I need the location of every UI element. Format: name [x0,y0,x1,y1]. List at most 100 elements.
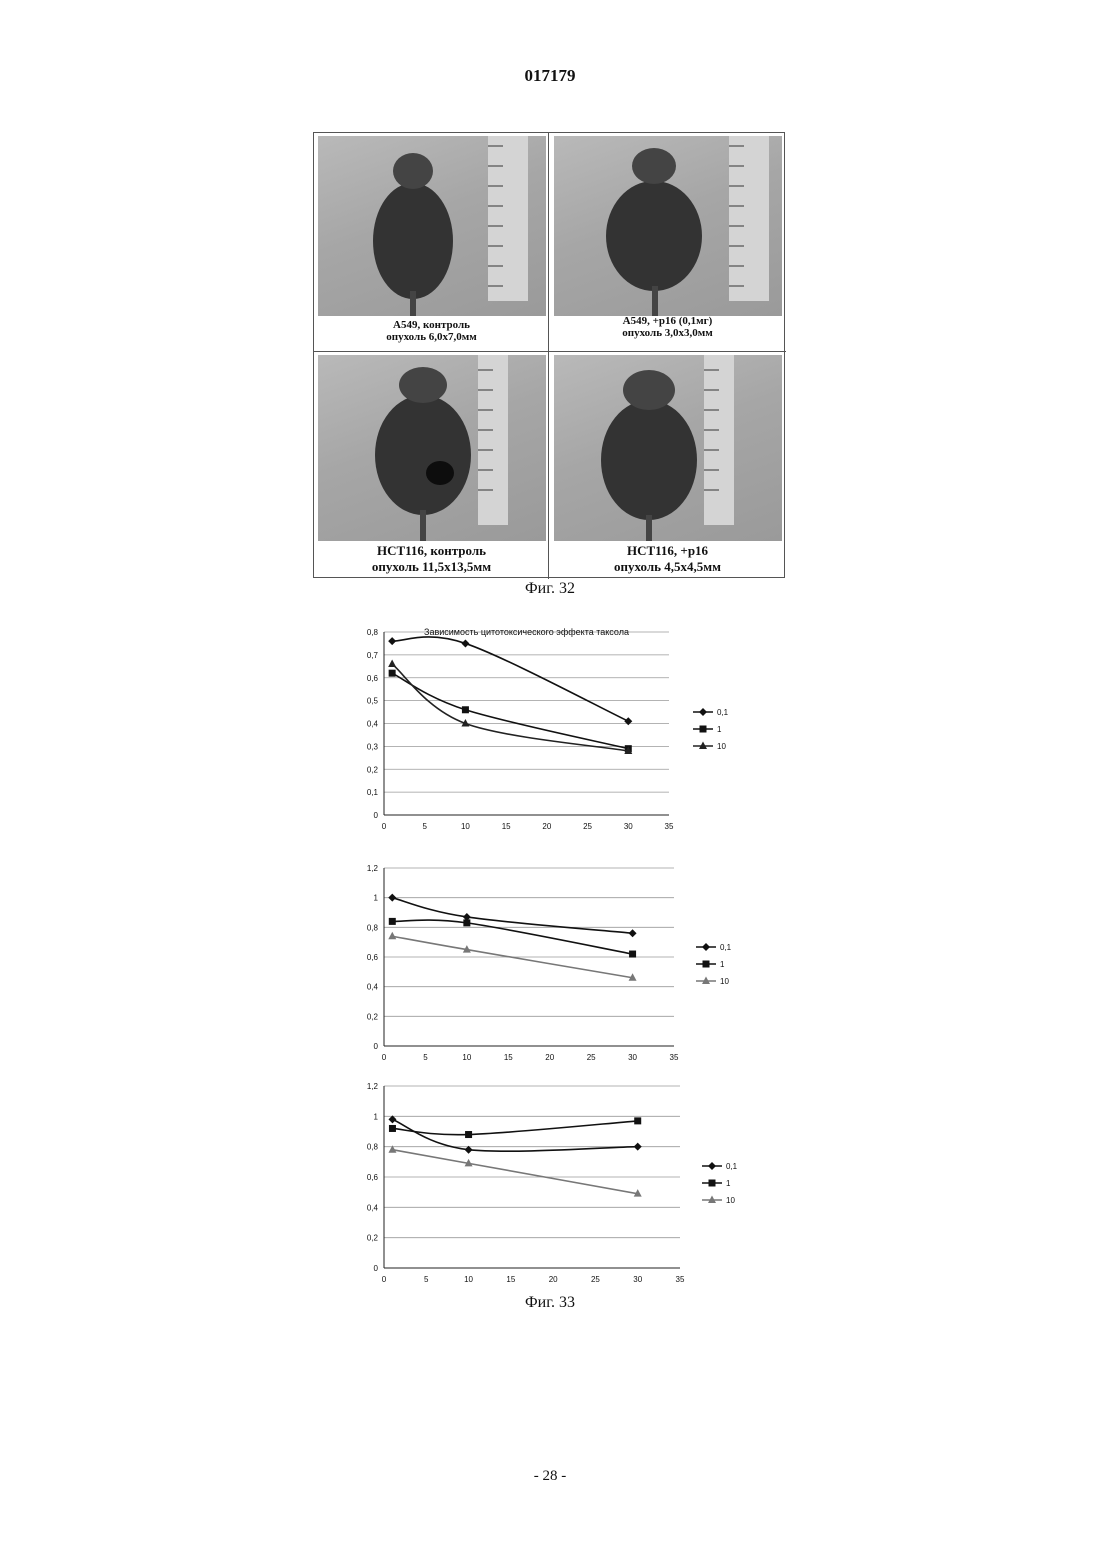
y-tick-label: 0,7 [367,651,379,660]
legend-marker [708,1162,716,1170]
x-tick-label: 20 [545,1053,554,1062]
panel-caption-line1: А549, +p16 (0,1мг) [550,315,785,327]
x-tick-label: 35 [665,822,674,831]
legend-marker [709,1180,716,1187]
panel-a549-p16: А549, +p16 (0,1мг) опухоль 3,0х3,0мм [550,133,785,351]
legend-marker [700,726,707,733]
legend-label: 1 [717,725,722,734]
y-tick-label: 0,8 [367,923,379,932]
legend-label: 1 [720,960,725,969]
legend-entry: 10 [702,1196,735,1206]
y-tick-label: 0,2 [367,765,379,774]
series-10 [388,932,636,981]
x-tick-label: 25 [583,822,592,831]
data-point [465,1131,472,1138]
y-tick-label: 1 [374,1112,379,1121]
series-1 [389,1117,641,1138]
x-tick-label: 15 [504,1053,513,1062]
y-tick-label: 0 [374,811,379,820]
legend-entry: 1 [696,960,725,969]
mouse-photo [554,355,782,541]
data-point [388,932,396,940]
panel-caption-line2: опухоль 6,0х7,0мм [314,331,549,343]
legend-entry: 1 [693,725,722,734]
legend-label: 0,1 [720,943,732,952]
y-tick-label: 1,2 [367,864,379,873]
y-tick-label: 0,6 [367,674,379,683]
y-tick-label: 0,8 [367,1143,379,1152]
panel-caption-line1: HCT116, +p16 [550,543,785,558]
x-tick-label: 5 [424,1275,429,1284]
x-tick-label: 10 [462,1053,471,1062]
data-point [629,951,636,958]
x-tick-label: 0 [382,1275,387,1284]
data-point [629,929,637,937]
page-footer-number: - 28 - [0,1468,1100,1485]
x-tick-label: 15 [502,822,511,831]
x-tick-label: 5 [423,1053,428,1062]
data-point [389,670,396,677]
series-line [392,664,628,751]
legend-entry: 1 [702,1179,731,1188]
legend-entry: 0,1 [693,708,729,717]
y-tick-label: 0,8 [367,628,379,637]
y-tick-label: 0,2 [367,1234,379,1243]
legend-label: 10 [726,1196,735,1205]
panel-caption-line1: А549, контроль [314,319,549,331]
data-point [462,706,469,713]
data-point [388,660,396,668]
x-tick-label: 10 [464,1275,473,1284]
legend-label: 1 [726,1179,731,1188]
series-1 [389,670,632,752]
x-tick-label: 30 [628,1053,637,1062]
x-tick-label: 0 [382,822,387,831]
x-tick-label: 30 [624,822,633,831]
x-tick-label: 35 [670,1053,679,1062]
legend-entry: 0,1 [702,1162,738,1171]
data-point [463,919,470,926]
legend-marker [699,708,707,716]
panel-caption-line2: опухоль 4,5х4,5мм [550,559,785,574]
series-0,1 [388,1115,641,1153]
mouse-photo [318,136,546,316]
panel-hct116-control: HCT116, контроль опухоль 11,5х13,5мм [314,352,549,579]
y-tick-label: 1 [374,894,379,903]
legend-marker [703,961,710,968]
figure-32-caption: Фиг. 32 [0,580,1100,598]
data-point [461,639,469,647]
legend-entry: 0,1 [696,943,732,952]
data-point [388,637,396,645]
x-tick-label: 25 [591,1275,600,1284]
figure-33-caption: Фиг. 33 [0,1294,1100,1312]
data-point [389,918,396,925]
x-tick-label: 15 [506,1275,515,1284]
series-line [392,637,628,721]
series-10 [388,1145,641,1196]
y-tick-label: 0,4 [367,1203,379,1212]
series-line [392,920,632,954]
legend-label: 0,1 [717,708,729,717]
data-point [388,894,396,902]
x-tick-label: 0 [382,1053,387,1062]
series-line [392,1121,637,1135]
data-point [634,1117,641,1124]
legend-label: 0,1 [726,1162,738,1171]
legend-label: 10 [720,977,729,986]
series-line [392,673,628,748]
y-tick-label: 0,6 [367,953,379,962]
y-tick-label: 0,4 [367,720,379,729]
mouse-photo [318,355,546,541]
chart-taxol-cytotoxicity-2: 00,20,40,60,811,2051015202530350,1110 [350,860,750,1070]
y-tick-label: 0 [374,1042,379,1051]
y-tick-label: 0,6 [367,1173,379,1182]
series-line [392,1150,637,1194]
y-tick-label: 0 [374,1264,379,1273]
mouse-photo [554,136,782,316]
chart-taxol-cytotoxicity-1: 00,10,20,30,40,50,60,70,805101520253035З… [350,622,750,840]
legend-entry: 10 [696,977,729,987]
panel-a549-control: А549, контроль опухоль 6,0х7,0мм [314,133,549,351]
y-tick-label: 0,1 [367,788,379,797]
y-tick-label: 0,5 [367,697,379,706]
x-tick-label: 20 [549,1275,558,1284]
series-1 [389,918,636,958]
